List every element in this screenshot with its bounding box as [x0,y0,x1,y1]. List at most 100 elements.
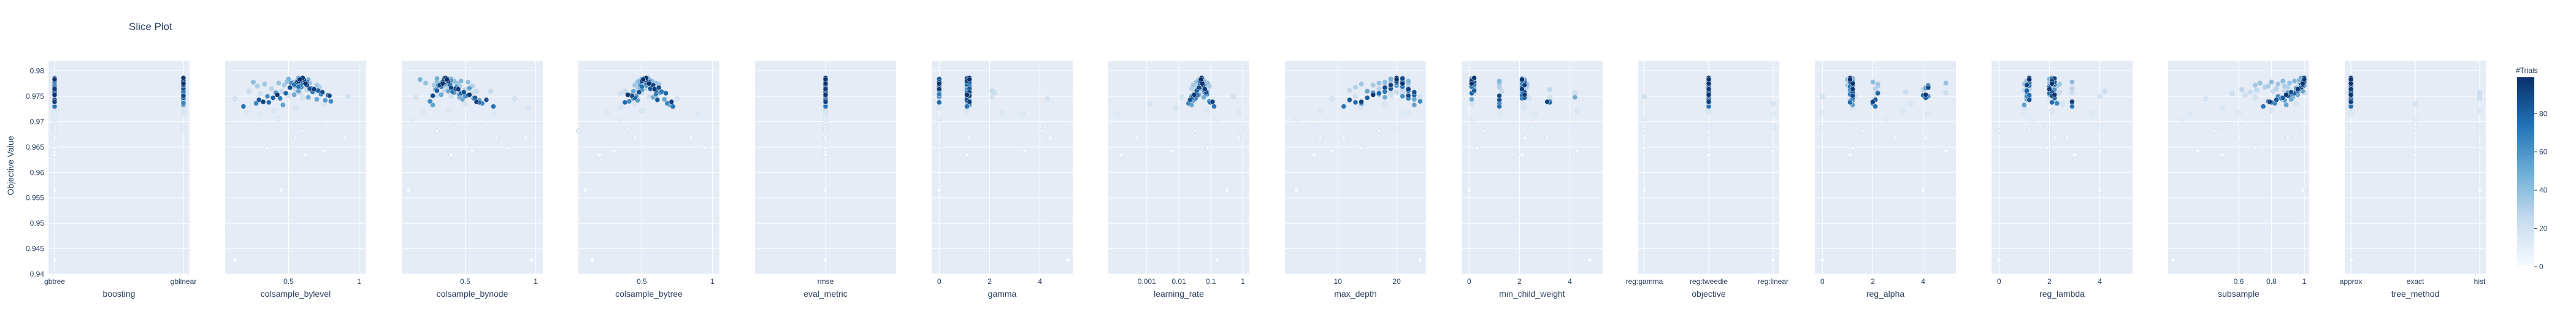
trial-point-tree_method [2412,116,2418,122]
x-tick-label: 2 [2047,277,2052,286]
trial-point-gamma [937,86,942,92]
trial-point-reg_lambda [2022,111,2027,117]
trial-point-colsample_bylevel [302,80,309,86]
trial-point-tree_method [2412,101,2418,107]
x-axis-title-tree_method: tree_method [2391,289,2440,299]
trial-point-min_child_weight [1469,80,1474,86]
panel-background-reg_alpha [1815,61,1956,274]
trial-point-colsample_bynode [458,78,464,84]
trial-point-reg_lambda [1996,128,2002,134]
trial-point-colsample_bynode [462,126,468,132]
trial-point-colsample_bynode [529,257,534,263]
trial-point-eval_metric [822,86,829,92]
trial-point-subsample [2280,78,2286,84]
trial-point-colsample_bytree [622,88,628,94]
trial-point-colsample_bytree [632,135,638,141]
trial-point-reg_lambda [2097,187,2103,193]
trial-point-objective [1770,135,1776,141]
trial-point-gamma [1065,126,1071,132]
trial-point-learning_rate [1214,257,1221,263]
trial-point-max_depth [1405,78,1411,84]
x-tick-label: approx [2340,277,2363,286]
trial-point-reg_lambda [2026,77,2032,82]
trial-point-gamma [937,80,942,86]
x-tick-label: 10 [1334,277,1343,286]
trial-point-objective [1641,128,1647,134]
colorbar-title: #Trials [2516,66,2538,75]
colorbar-tick-label: 60 [2539,148,2548,156]
trial-point-max_depth [1376,86,1382,91]
trial-point-tree_method [2477,107,2483,113]
trial-point-subsample [2219,124,2225,130]
trial-point-max_depth [1341,104,1347,109]
trial-point-colsample_bylevel [283,90,289,96]
trial-point-reg_alpha [1870,99,1876,105]
trial-point-max_depth [1376,128,1382,134]
trial-point-colsample_bynode [417,77,423,82]
trial-point-tree_method [2412,151,2418,158]
trial-point-max_depth [1347,97,1352,103]
trial-point-colsample_bylevel [278,88,285,94]
trial-point-reg_alpha [1907,101,1914,107]
trial-point-tree_method [2348,124,2354,130]
trial-point-max_depth [1294,187,1300,193]
trial-point-colsample_bytree [611,148,616,154]
trial-point-gamma [989,94,995,100]
trial-point-reg_lambda [2049,99,2055,105]
trial-point-min_child_weight [1519,77,1525,82]
trial-point-objective [1770,111,1776,117]
trial-point-colsample_bylevel [258,124,263,130]
trial-point-colsample_bynode [423,80,429,86]
trial-point-subsample [2300,187,2306,193]
trial-point-tree_method [2348,77,2354,82]
trial-point-colsample_bytree [597,124,602,130]
trial-point-objective [1770,148,1776,154]
trial-point-colsample_bylevel [246,88,252,94]
trial-point-learning_rate [1238,126,1244,132]
trial-point-colsample_bytree [702,145,708,151]
trial-point-eval_metric [822,116,829,122]
trial-point-gamma [1047,135,1053,141]
trial-point-tree_method [2477,90,2483,96]
trial-point-learning_rate [1187,97,1193,103]
trial-point-subsample [2252,82,2258,88]
trial-point-min_child_weight [1497,93,1502,99]
trial-point-colsample_bytree [575,128,581,134]
trial-point-colsample_bynode [413,94,419,100]
trial-point-boosting [52,86,58,92]
trial-point-objective [1641,93,1647,99]
plot-title: Slice Plot [129,21,172,32]
trial-point-colsample_bytree [583,187,588,193]
trial-point-gamma [1040,128,1046,134]
trial-point-boosting [52,124,58,130]
trial-point-gamma [1045,96,1051,102]
trial-point-colsample_bylevel [326,93,332,99]
trial-point-colsample_bynode [440,80,446,86]
trial-point-eval_metric [822,145,829,151]
trial-point-subsample [2283,102,2289,108]
y-tick-label: 0.97 [30,117,45,126]
trial-point-colsample_bytree [622,99,628,105]
x-axis-title-colsample_bynode: colsample_bynode [437,289,508,299]
trial-point-min_child_weight [1469,96,1474,102]
trial-point-reg_alpha [1943,90,1949,96]
trial-point-colsample_bytree [597,151,602,158]
trial-point-reg_alpha [1860,128,1866,134]
trial-point-subsample [2170,257,2176,263]
trial-point-colsample_bylevel [272,107,277,113]
x-tick-label: 0 [937,277,941,286]
trial-point-reg_lambda [2052,135,2057,141]
trial-point-max_depth [1376,80,1382,86]
x-tick-label: gblinear [171,277,197,286]
trial-point-colsample_bynode [483,97,489,103]
trial-point-colsample_bynode [451,124,457,130]
trial-point-tree_method [2412,126,2418,132]
panel-background-gamma [932,61,1073,274]
trial-point-max_depth [1382,101,1388,107]
trial-point-reg_lambda [2097,148,2103,154]
trial-point-subsample [2239,124,2245,130]
trial-point-colsample_bynode [430,93,435,99]
trial-point-subsample [2274,86,2279,91]
trial-point-reg_alpha [1850,80,1855,86]
trial-point-colsample_bylevel [286,76,291,82]
